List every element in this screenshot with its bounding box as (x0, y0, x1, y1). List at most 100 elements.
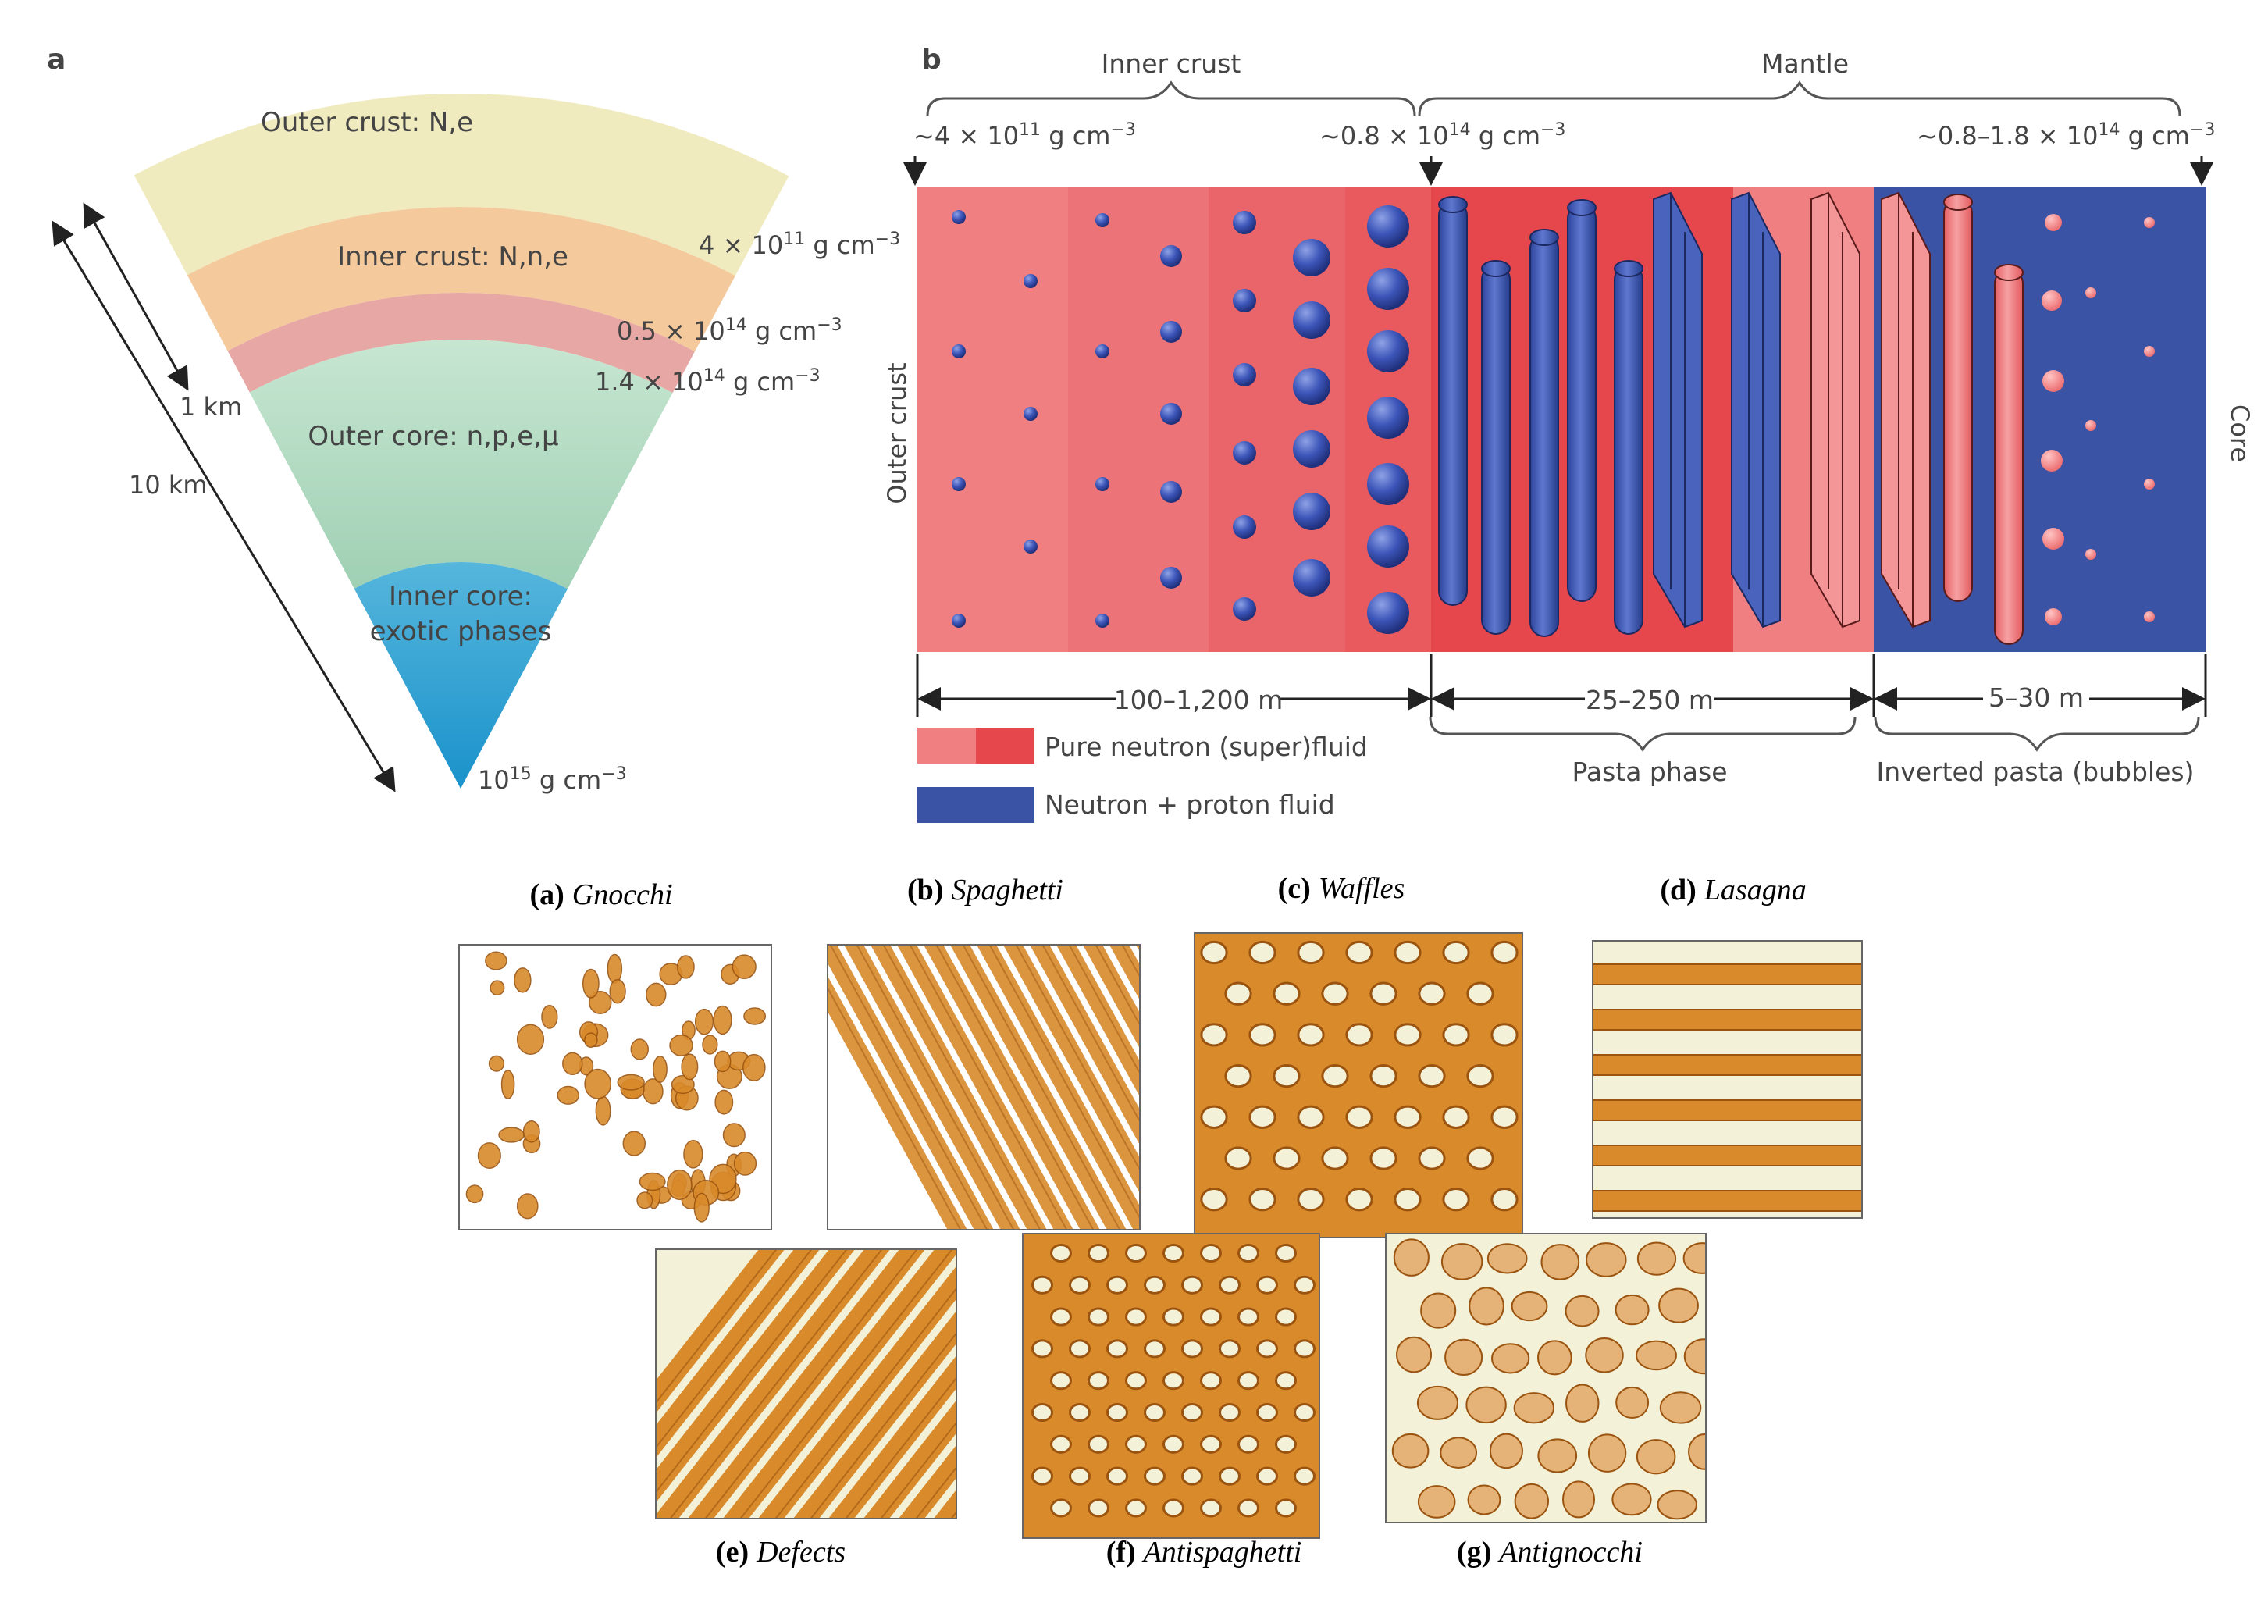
pink-bubble-9 (2085, 549, 2096, 560)
waffle-hole (1237, 1434, 1259, 1454)
antignocchi-spot (1513, 1392, 1554, 1424)
pasta-caption-name: Waffles (1319, 872, 1405, 905)
blue-sphere-2-3 (1024, 540, 1038, 554)
pasta-texture (465, 951, 767, 1223)
pink-slab-1 (1810, 191, 1860, 629)
waffle-hole (1256, 1339, 1278, 1359)
mantle-brace-label: Mantle (1761, 48, 1849, 79)
gnocchi-blob (562, 1052, 583, 1075)
blue-sphere-1-2 (952, 344, 966, 358)
antignocchi-spot (1391, 1433, 1430, 1469)
gnocchi-blob (630, 1038, 649, 1060)
pasta-caption-tag: (d) (1660, 874, 1696, 906)
density-mid: ~0.8 × 1014 g cm−3 (1319, 120, 1565, 151)
pasta-box-outline (458, 944, 772, 1230)
waffle-hole (1466, 1063, 1494, 1088)
antignocchi-spot (1565, 1295, 1600, 1327)
lasagna-sheet (1593, 1190, 1862, 1212)
gnocchi-blob (693, 1192, 710, 1223)
waffle-hole (1345, 1105, 1373, 1129)
waffle-hole (1224, 981, 1252, 1006)
waffle-hole (1275, 1243, 1297, 1263)
waffle-hole (1162, 1307, 1184, 1327)
blue-sphere-1-1 (952, 210, 966, 224)
antignocchi-spot (1465, 1386, 1507, 1424)
waffle-hole (1490, 1188, 1519, 1212)
pasta-texture (1023, 1234, 1319, 1538)
waffle-hole (1181, 1466, 1203, 1486)
gnocchi-blob (514, 967, 532, 993)
defect-edge (704, 1249, 918, 1519)
blue-sphere-1-4 (952, 614, 966, 628)
pink-bubble-4 (2041, 450, 2063, 472)
scale-arrows (52, 202, 396, 792)
pasta-texture (656, 1249, 956, 1519)
blue-sphere-7-5 (1367, 463, 1409, 505)
spaghetti-rod (843, 945, 1020, 1230)
waffle-hole (1106, 1275, 1128, 1295)
blue-sphere-3-4 (1095, 614, 1109, 628)
defect-strand (656, 1249, 821, 1458)
gnocchi-blob (557, 1085, 580, 1105)
antignocchi-spot (1511, 1291, 1548, 1322)
waffle-hole (1345, 940, 1373, 965)
pink-slab-2 (1881, 191, 1931, 629)
waffle-hole (1162, 1243, 1184, 1263)
pasta-caption-4: (d) Lasagna (1660, 874, 1806, 906)
defect-edge (915, 1466, 956, 1519)
waffle-hole (1162, 1434, 1184, 1454)
waffle-hole (1219, 1275, 1241, 1295)
waffle-hole (1162, 1498, 1184, 1518)
lasagna-sheet (1593, 1099, 1862, 1121)
waffle-hole (1088, 1307, 1109, 1327)
blue-sphere-7-6 (1367, 525, 1409, 568)
spaghetti-edge (1068, 945, 1140, 1075)
antignocchi-spot (1420, 1292, 1457, 1329)
pink-bubble-3 (2042, 370, 2064, 392)
gnocchi-blob (676, 955, 695, 979)
waffle-hole (1125, 1371, 1147, 1391)
pink-bubble-13 (2144, 611, 2155, 622)
density-center: 1015 g cm−3 (478, 764, 627, 795)
waffle-hole (1275, 1498, 1297, 1518)
pasta-caption-tag: (g) (1457, 1536, 1491, 1569)
waffle-hole (1200, 1307, 1222, 1327)
spaghetti-rod (1029, 945, 1140, 1145)
spaghetti-rod (1082, 945, 1140, 1049)
scale-1km-label: 1 km (180, 392, 242, 422)
defect-strand (792, 1310, 956, 1519)
blue-sphere-6-5 (1293, 493, 1330, 530)
pink-bubble-12 (2144, 479, 2155, 490)
pasta-box-outline (1592, 940, 1863, 1219)
antignocchi-spot (1682, 1242, 1706, 1274)
pasta-caption-name: Defects (756, 1536, 846, 1569)
waffle-hole (1418, 1146, 1446, 1170)
gnocchi-blob (582, 968, 600, 999)
waffle-hole (1490, 1105, 1519, 1129)
defect-strand (656, 1249, 785, 1414)
waffle-hole (1050, 1498, 1072, 1518)
inverted-brace (1874, 716, 2200, 752)
antignocchi-spot (1636, 1241, 1677, 1276)
antignocchi-spot (1688, 1433, 1706, 1470)
defect-edge (656, 1249, 813, 1449)
waffle-hole (1297, 1105, 1325, 1129)
waffle-hole (1237, 1498, 1259, 1518)
waffle-hole (1418, 981, 1446, 1006)
pasta-phase-label: Pasta phase (1572, 757, 1727, 787)
gnocchi-blob (702, 1035, 718, 1055)
spaghetti-edge (909, 945, 1068, 1230)
antignocchi-spot (1469, 1287, 1504, 1326)
waffle-hole (1144, 1339, 1166, 1359)
waffle-hole (1144, 1402, 1166, 1423)
waffle-hole (1031, 1466, 1053, 1486)
pasta-box-outline (1194, 932, 1523, 1238)
pink-bubble-6 (2045, 608, 2062, 625)
waffle-hole (1031, 1275, 1053, 1295)
waffle-hole (1294, 1339, 1316, 1359)
waffle-hole (1248, 1188, 1276, 1212)
waffle-hole (1394, 1105, 1422, 1129)
blue-sphere-4-4 (1160, 481, 1182, 503)
waffle-hole (1394, 940, 1422, 965)
blue-sphere-5-1 (1233, 211, 1256, 234)
